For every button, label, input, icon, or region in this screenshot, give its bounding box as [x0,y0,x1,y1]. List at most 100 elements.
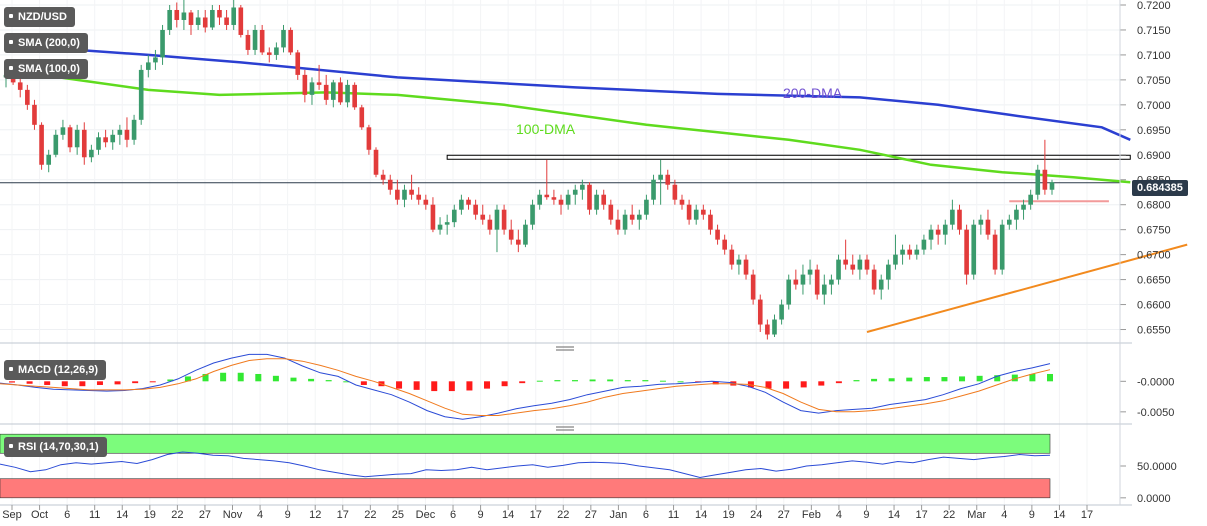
price-tick-label: 0.6550 [1137,325,1171,337]
macd-histogram-bar [343,381,350,383]
macd-histogram-bar [853,380,860,382]
candle-body [701,209,706,215]
sma200-line [5,43,1131,141]
macd-histogram-bar [9,381,15,383]
macd-histogram-bar [1029,373,1036,382]
macd-histogram-bar [835,381,842,384]
sma200-legend-badge[interactable]: SMA (200,0) [4,33,88,53]
dma100-annotation: 100-DMA [516,121,576,137]
candle-body [893,254,898,265]
resize-handle-icon[interactable] [556,346,574,351]
time-tick-label: 11 [89,509,100,521]
candle-body [1049,182,1055,190]
macd-histogram-bar [959,376,966,382]
trendlines [866,243,1188,333]
candle-body [878,279,884,290]
macd-tick-label: -0.0000 [1137,376,1174,388]
macd-histogram-bar [519,381,526,384]
time-tick-label: 17 [530,509,542,521]
candle-body [252,29,258,50]
rsi-overbought-zone [0,433,1051,454]
macd-histogram-bar [413,381,420,390]
macd-histogram-bar [554,380,561,382]
candle-body [686,204,692,220]
macd-histogram-bar [202,373,209,382]
candle-body [224,17,229,25]
macd-histogram-bar [61,381,68,387]
macd-legend-badge[interactable]: MACD (12,26,9) [4,360,107,380]
rsi-panel: 50.0000 0.0000 [0,433,1177,505]
candle-body [971,224,977,275]
candle-body [153,57,158,63]
candle-body [217,9,222,18]
candle-body [167,9,172,30]
time-tick-label: 14 [116,509,128,521]
time-tick-label: 17 [337,509,349,521]
macd-histogram-bar [800,381,807,388]
time-tick-label: 22 [557,509,569,521]
macd-histogram-bar [44,381,51,385]
candle-body [950,209,955,225]
candle-body [25,89,30,105]
time-x-axis: Sep Oct 6 11 14 19 22 27 Nov 4 9 12 17 22 25 Dec 6 9 14 17 2… [2,505,1093,521]
candle-body [665,174,671,185]
macd-histogram-bar [308,378,315,382]
candle-body [39,124,44,165]
macd-histogram-bar [396,381,403,389]
candle-body [1014,209,1019,220]
candle-body [231,7,237,25]
resistance-line [446,154,1131,160]
time-tick-label: 9 [285,509,291,521]
rsi-line [0,451,1051,479]
candle-body [565,194,571,205]
macd-tick-label: -0.0050 [1137,407,1174,419]
candle-body [608,204,614,220]
time-tick-label: 24 [750,509,762,521]
price-tick-label: 0.7200 [1137,0,1171,12]
candle-body [395,189,400,200]
candle-body [245,34,251,50]
symbol-badge[interactable]: NZD/USD [4,7,75,27]
candle-body [580,184,585,190]
resize-handle-icon[interactable] [556,426,574,431]
price-tick-label: 0.6750 [1137,225,1171,237]
rsi-legend-badge[interactable]: RSI (14,70,30,1) [4,437,107,457]
candle-body [274,47,279,55]
rsi-oversold-zone [0,478,1051,499]
candle-body [907,249,912,255]
macd-histogram-bar [536,380,543,382]
macd-histogram-bar [571,380,578,382]
rsi-tick-label: 0.0000 [1137,493,1171,505]
candle-body [352,84,357,108]
candle-body [202,17,208,28]
time-tick-label: 9 [1029,509,1035,521]
candle-body [409,189,414,195]
candle-body [864,259,870,270]
candle-body [544,194,550,198]
time-tick-label: Dec [416,509,436,521]
candle-body [366,127,372,150]
time-tick-label: Sep [2,509,22,521]
candle-body [516,239,521,245]
price-y-axis: 0.7200 0.7150 0.7100 0.7050 0.7000 0.6950 0.69… [1120,0,1171,337]
candle-body [1021,204,1026,210]
rsi-line-path [0,451,1051,479]
macd-histogram-bar [976,375,983,382]
macd-histogram-bar [747,381,754,388]
time-tick-label: Jan [610,509,628,521]
macd-y-axis: -0.0000 -0.0050 [1120,376,1174,419]
candle-body [1028,194,1033,205]
time-tick-label: 14 [502,509,514,521]
macd-histogram-bar [607,379,614,382]
time-tick-label: 9 [863,509,869,521]
macd-histogram-bar [1047,373,1053,382]
candle-body [302,74,308,95]
rsi-label: RSI (14,70,30,1) [18,441,99,453]
candle-body [316,82,322,85]
candle-body [387,179,393,190]
time-tick-label: 19 [144,509,156,521]
sma100-legend-badge[interactable]: SMA (100,0) [4,59,88,79]
macd-histogram-bar [659,380,666,382]
candle-body [60,127,66,135]
candle-body [259,29,265,53]
